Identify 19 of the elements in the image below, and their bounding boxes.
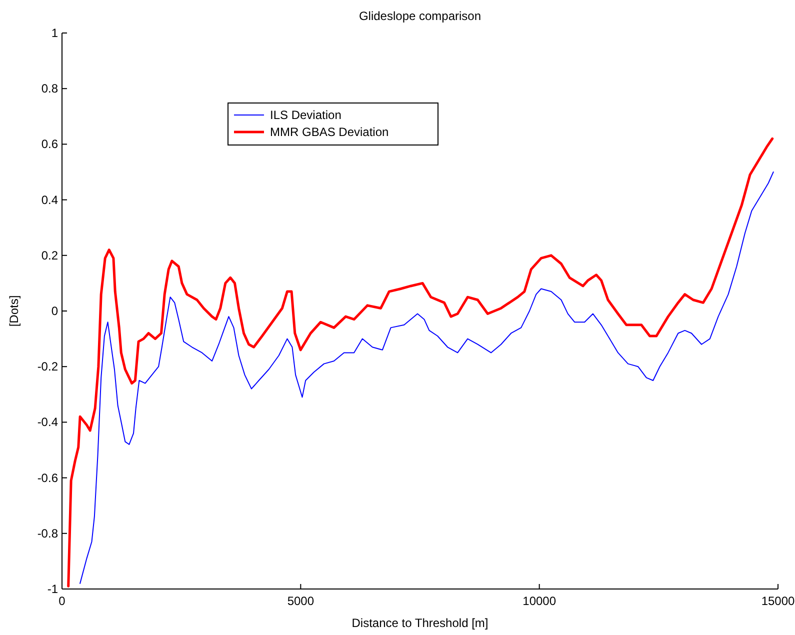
y-tick-label: 0.8 bbox=[41, 82, 58, 96]
y-tick-label: 0.4 bbox=[41, 192, 58, 207]
y-tick-label: 1 bbox=[51, 26, 58, 40]
legend-label: MMR GBAS Deviation bbox=[270, 125, 389, 139]
y-tick-label: 0.2 bbox=[41, 248, 58, 262]
x-tick-label: 10000 bbox=[522, 594, 556, 608]
y-tick-label: -0.6 bbox=[37, 470, 58, 485]
y-tick-label: -0.4 bbox=[37, 415, 58, 430]
y-tick-label: -1 bbox=[47, 582, 58, 596]
x-tick-label: 15000 bbox=[761, 594, 795, 608]
y-tick-label: -0.8 bbox=[37, 526, 58, 540]
x-axis-title: Distance to Threshold [m] bbox=[352, 616, 488, 630]
x-tick-label: 5000 bbox=[287, 594, 314, 608]
y-tick-label: 0 bbox=[51, 304, 58, 318]
chart-title: Glideslope comparison bbox=[358, 9, 482, 23]
y-tick-label: 0.6 bbox=[41, 137, 58, 152]
y-axis-title: [Dots] bbox=[7, 295, 21, 327]
y-tick-label: -0.2 bbox=[37, 360, 58, 374]
legend-label: ILS Deviation bbox=[270, 108, 342, 122]
